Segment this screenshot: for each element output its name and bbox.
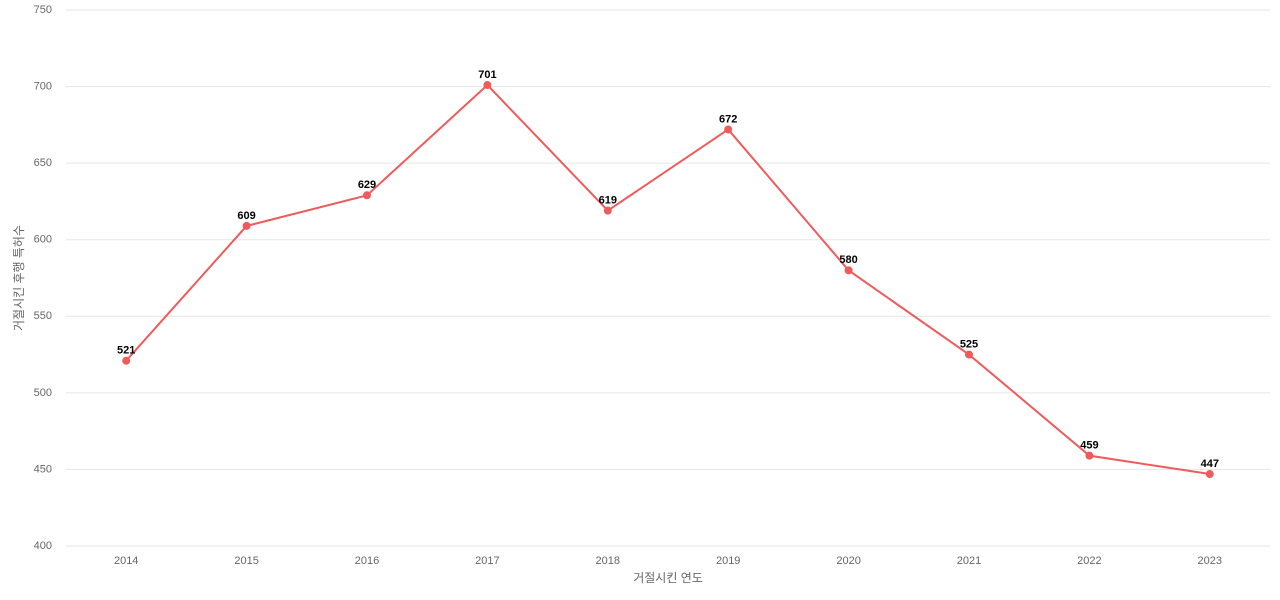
x-tick-label: 2020	[836, 555, 860, 567]
x-tick-label: 2016	[355, 555, 379, 567]
point	[1085, 451, 1094, 460]
value-label: 447	[1201, 458, 1219, 470]
x-axis-label: 거절시킨 연도	[633, 571, 703, 585]
y-tick-label: 500	[34, 387, 52, 399]
point	[603, 206, 612, 215]
x-tick-label: 2023	[1198, 555, 1222, 567]
value-label: 459	[1080, 440, 1098, 452]
point	[242, 221, 251, 230]
value-label: 629	[358, 179, 376, 191]
value-label: 525	[960, 338, 978, 350]
point	[1205, 470, 1214, 479]
y-tick-label: 600	[34, 234, 52, 246]
y-tick-label: 750	[34, 4, 52, 16]
line	[125, 83, 1210, 476]
x-tick-label: 2015	[234, 555, 258, 567]
value-label: 701	[478, 69, 496, 81]
point	[483, 81, 492, 90]
point	[122, 356, 131, 365]
y-tick-label: 450	[34, 463, 52, 475]
y-tick-label: 700	[34, 80, 52, 92]
x-tick-label: 2018	[596, 555, 620, 567]
y-axis-label: 거절시킨 후행 특허수	[11, 225, 26, 331]
value-label: 672	[719, 113, 737, 125]
x-tick-label: 2017	[475, 555, 499, 567]
point	[844, 266, 853, 275]
y-tick-label: 650	[34, 157, 52, 169]
x-tick-label: 2022	[1077, 555, 1101, 567]
x-tick-label: 2014	[114, 555, 138, 567]
x-tick-label: 2021	[957, 555, 981, 567]
value-label: 619	[599, 195, 617, 207]
point	[724, 125, 733, 134]
value-label: 521	[117, 345, 135, 357]
y-tick-label: 400	[34, 540, 52, 552]
y-tick-label: 550	[34, 310, 52, 322]
value-label: 609	[237, 210, 255, 222]
x-tick-label: 2019	[716, 555, 740, 567]
value-label: 580	[839, 254, 857, 266]
point	[363, 191, 371, 200]
point	[965, 350, 973, 359]
